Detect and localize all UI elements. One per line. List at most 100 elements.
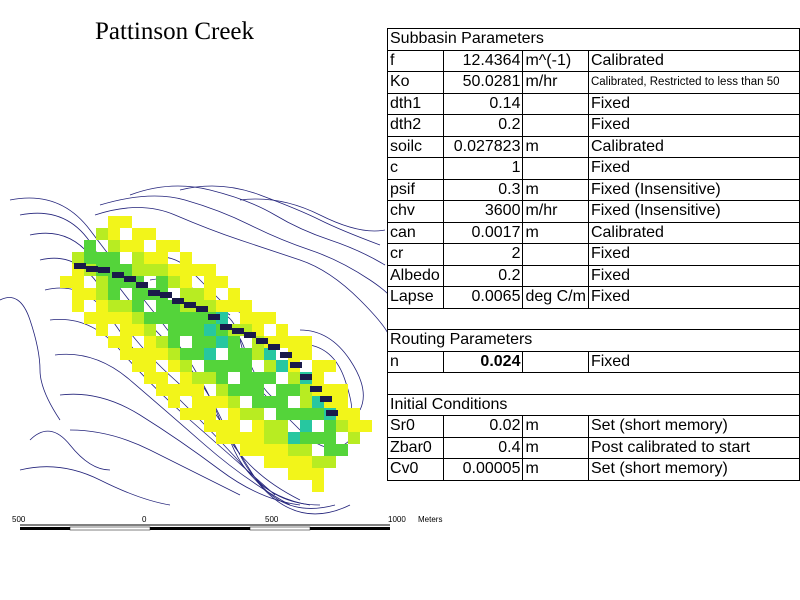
parameter-value: 0.00005	[442, 458, 524, 481]
raster-cell-green	[228, 336, 240, 348]
parameter-value: 2	[442, 243, 524, 266]
raster-cell-light-green	[264, 420, 276, 432]
parameter-value: 0.2	[442, 114, 524, 137]
raster-cell-green	[156, 300, 168, 312]
parameter-row: f 12.4364 m^(-1) Calibrated	[387, 49, 800, 72]
parameter-note: Fixed	[587, 157, 800, 180]
raster-cell-yellow	[144, 228, 156, 240]
raster-cell-light-green	[348, 432, 360, 444]
raster-cell-green	[144, 312, 156, 324]
parameter-name: f	[387, 49, 444, 72]
raster-cell-yellow	[108, 312, 120, 324]
raster-cell-green	[216, 360, 228, 372]
raster-cell-yellow	[180, 252, 192, 264]
parameter-row: dth2 0.2 Fixed	[387, 114, 800, 137]
raster-cell-yellow	[144, 372, 156, 384]
raster-cell-light-green	[312, 456, 324, 468]
raster-cell-yellow	[228, 288, 240, 300]
raster-cell-green	[240, 348, 252, 360]
empty-cell	[522, 372, 589, 395]
raster-cell-yellow	[192, 396, 204, 408]
empty-cell	[443, 372, 523, 395]
empty-cell	[588, 372, 800, 395]
raster-cell-yellow	[192, 384, 204, 396]
raster-cell-green	[288, 408, 300, 420]
raster-cell-green	[180, 348, 192, 360]
raster-cell-green	[300, 432, 312, 444]
raster-cell-yellow	[216, 276, 228, 288]
raster-cell-yellow	[72, 276, 84, 288]
parameter-note: Fixed	[587, 350, 800, 373]
stream-segment	[290, 362, 302, 368]
raster-cell-light-green	[120, 300, 132, 312]
parameter-row: Albedo 0.2 Fixed	[387, 264, 800, 287]
raster-cell-light-green	[252, 348, 264, 360]
parameter-value: 50.0281	[442, 71, 524, 94]
raster-cell-green	[240, 384, 252, 396]
raster-cell-green	[312, 432, 324, 444]
stream-segment	[220, 324, 232, 330]
raster-cell-light-green	[144, 324, 156, 336]
contour-line	[239, 198, 386, 232]
parameter-unit	[522, 92, 589, 115]
raster-cell-light-green	[144, 264, 156, 276]
raster-cell-yellow	[252, 444, 264, 456]
raster-cell-yellow	[144, 360, 156, 372]
parameter-value: 0.0017	[442, 221, 524, 244]
raster-cell-green	[216, 372, 228, 384]
raster-cell-green	[108, 252, 120, 264]
contour-line	[99, 195, 397, 311]
stream-segment	[310, 386, 322, 392]
raster-cell-green	[276, 384, 288, 396]
raster-cell-light-green	[108, 300, 120, 312]
raster-cell-teal	[276, 360, 288, 372]
raster-cell-yellow	[288, 468, 300, 480]
raster-cell-green	[132, 288, 144, 300]
parameter-note: Set (short memory)	[587, 458, 800, 481]
raster-cell-yellow	[312, 372, 324, 384]
parameter-note: Post calibrated to start	[587, 436, 800, 459]
empty-cell	[522, 307, 589, 330]
parameter-note: Fixed (Insensitive)	[587, 178, 800, 201]
raster-cell-yellow	[312, 480, 324, 492]
raster-cell-yellow	[180, 276, 192, 288]
raster-cell-light-green	[132, 252, 144, 264]
raster-cell-green	[192, 336, 204, 348]
contour-line	[179, 185, 381, 246]
raster-cell-green	[180, 324, 192, 336]
page-title: Pattinson Creek	[95, 18, 255, 45]
contour-line	[54, 353, 291, 506]
parameter-unit	[522, 157, 589, 180]
raster-cell-green	[204, 336, 216, 348]
raster-cell-yellow	[120, 240, 132, 252]
parameter-name: Cv0	[387, 458, 444, 481]
raster-cell-yellow	[168, 396, 180, 408]
empty-cell	[443, 307, 523, 330]
raster-cell-green	[252, 384, 264, 396]
parameter-unit: m^(-1)	[522, 49, 589, 72]
raster-cell-yellow	[132, 348, 144, 360]
raster-cell-yellow	[180, 384, 192, 396]
stream-segment	[268, 344, 280, 350]
raster-cell-green	[264, 396, 276, 408]
raster-cell-yellow	[96, 324, 108, 336]
empty-cell	[387, 307, 444, 330]
raster-cell-yellow	[156, 384, 168, 396]
parameter-row: Cv0 0.00005 m Set (short memory)	[387, 458, 800, 481]
scale-label: 500	[265, 515, 279, 524]
raster-cell-yellow	[120, 324, 132, 336]
parameter-name: dth2	[387, 114, 444, 137]
parameter-row: n 0.024 Fixed	[387, 350, 800, 373]
raster-cell-yellow	[72, 300, 84, 312]
raster-cell-yellow	[156, 240, 168, 252]
raster-cell-light-green	[72, 252, 84, 264]
raster-cell-yellow	[132, 324, 144, 336]
empty-cell	[587, 393, 800, 416]
raster-cell-yellow	[336, 396, 348, 408]
parameter-unit	[522, 350, 589, 373]
raster-cell-yellow	[156, 372, 168, 384]
raster-cell-green	[108, 288, 120, 300]
raster-cell-green	[228, 360, 240, 372]
raster-cell-light-green	[96, 228, 108, 240]
raster-cell-yellow	[300, 336, 312, 348]
